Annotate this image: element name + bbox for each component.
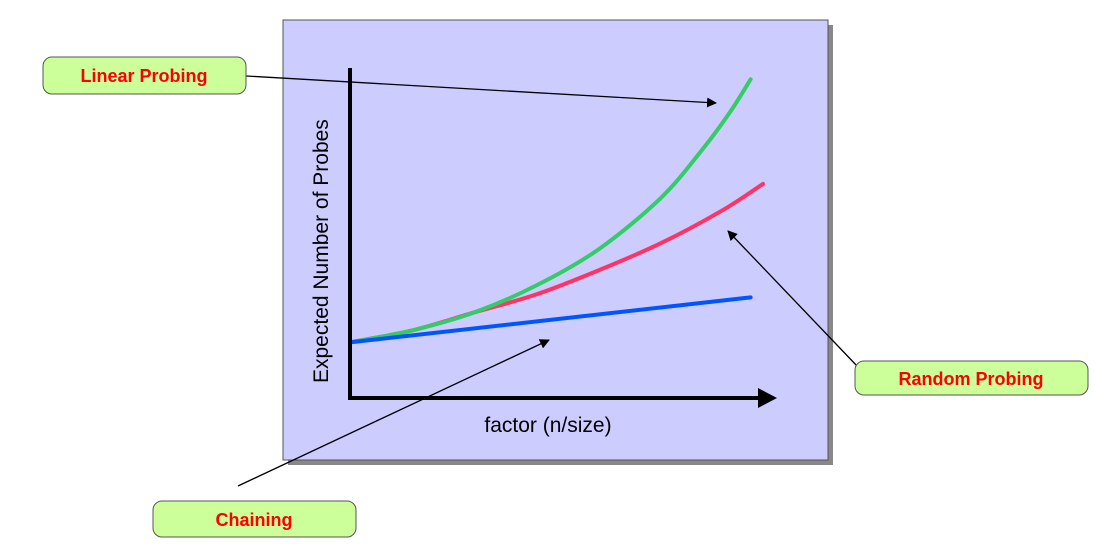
series-group [349,77,765,345]
random-probing-arrow [727,230,859,368]
chaining-label: Chaining [216,510,293,530]
linear-probing-arrow [245,75,717,108]
chaining-arrow [237,339,550,487]
linear-probing-callout: Linear Probing [42,56,247,95]
chaining-callout: Chaining [152,500,357,538]
x-axis-arrowhead [758,388,777,408]
y-axis-label: Expected Number of Probes [310,119,333,383]
linear-probing-label: Linear Probing [80,66,207,86]
random-probing-callout: Random Probing [854,360,1089,396]
x-axis-label: factor (n/size) [484,414,611,437]
series-linear-probing [349,77,753,345]
series-chaining [349,295,753,345]
random-probing-label: Random Probing [899,369,1044,389]
